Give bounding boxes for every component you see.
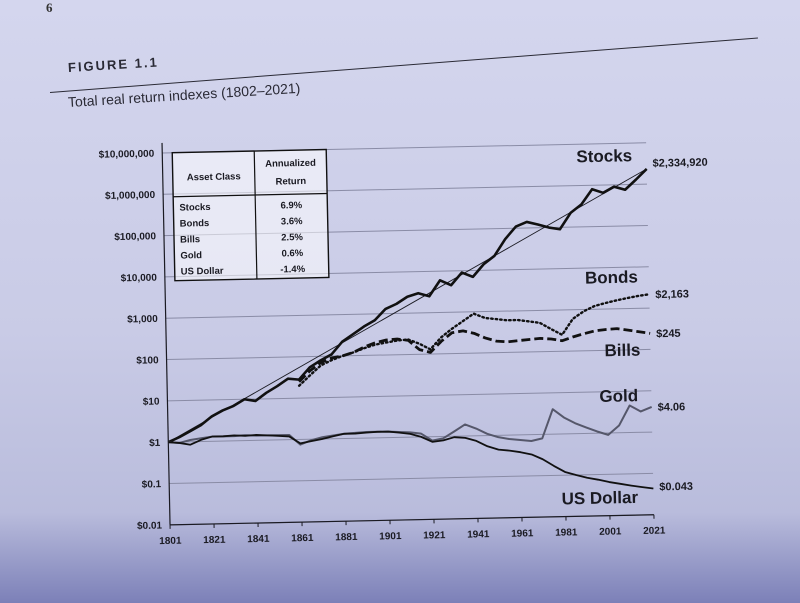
- table-cell-asset: Gold: [180, 250, 202, 261]
- x-axis: [170, 514, 654, 526]
- x-tick-label: 2001: [599, 526, 622, 537]
- x-tick-label: 1881: [335, 532, 358, 543]
- returns-table: Asset Class Annualized Return Stocks 6.9% Bon…: [171, 148, 330, 282]
- table-cell-asset: US Dollar: [181, 266, 224, 278]
- y-tick-label: $0.1: [142, 479, 162, 490]
- series-name-label: Stocks: [576, 146, 632, 166]
- x-tick-label: 1941: [467, 529, 490, 540]
- y-tick-label: $10: [143, 397, 160, 408]
- stocks-trend-line: [168, 168, 647, 443]
- gridline-4: [166, 348, 651, 361]
- y-tick-label: $1,000: [127, 314, 158, 326]
- gridline-5: [165, 307, 650, 319]
- table-header-return: Return: [275, 176, 306, 188]
- series-name-label: Bills: [604, 341, 640, 361]
- series-lines: [167, 167, 654, 490]
- series-end-value: $2,334,920: [652, 157, 707, 170]
- x-tick-label: 1961: [511, 528, 534, 539]
- x-tick-label: 1801: [159, 536, 182, 547]
- table-cell-asset: Stocks: [179, 202, 210, 214]
- series-line-gold: [168, 404, 653, 446]
- table-cell-asset: Bonds: [180, 218, 210, 230]
- x-tick-label: 1841: [247, 534, 270, 545]
- x-tick-label: 2021: [643, 525, 666, 536]
- page-number: 6: [46, 0, 53, 15]
- stocks-trend-line: [168, 168, 647, 443]
- y-axis: [161, 142, 171, 525]
- table-cell-return: 6.9%: [280, 200, 302, 211]
- x-tick-label: 1901: [379, 531, 402, 542]
- gridline-3: [167, 390, 652, 402]
- y-tick-label: $1,000,000: [105, 190, 156, 202]
- axes: [161, 142, 655, 529]
- series-name-label: Gold: [599, 386, 638, 406]
- series-end-value: $2,163: [655, 288, 689, 301]
- x-tick-label: 1861: [291, 533, 314, 544]
- table-cell-return: 0.6%: [281, 248, 303, 259]
- table-cell-return: -1.4%: [280, 264, 306, 276]
- series-end-value: $0.043: [659, 481, 693, 494]
- series-end-value: $245: [656, 328, 681, 341]
- table-cell-return: 3.6%: [281, 216, 303, 227]
- series-name-label: Bonds: [585, 267, 638, 287]
- table-cell-return: 2.5%: [281, 232, 303, 243]
- table-cell-asset: Bills: [180, 234, 200, 245]
- x-tick-labels: 1801 1821 1841 1861 1881 1901 1921 1941 1961 1981…: [159, 525, 666, 547]
- y-tick-label: $10,000,000: [99, 149, 155, 161]
- series-line-bills: [298, 327, 651, 383]
- x-tick-label: 1921: [423, 530, 446, 541]
- series-line-us-dollar: [168, 430, 654, 490]
- y-tick-label: $10,000: [121, 273, 158, 285]
- series-line-bonds: [297, 293, 651, 387]
- y-tick-label: $100,000: [114, 231, 156, 243]
- y-tick-label: $1: [149, 438, 161, 449]
- y-tick-labels: $0.01 $0.1 $1 $10 $100 $1,000 $10,000 $100,000 $…: [99, 149, 163, 533]
- x-tick-label: 1981: [555, 527, 578, 538]
- series-line-stocks: [167, 167, 648, 444]
- y-tick-label: $100: [136, 355, 159, 366]
- gridline-1: [169, 472, 654, 485]
- table-header-return: Annualized: [265, 158, 316, 170]
- series-name-label: US Dollar: [561, 488, 638, 509]
- table-frame: [171, 148, 330, 282]
- series-labels: Stocks $2,334,920 Bonds $2,163 Bills $245 Gold…: [561, 146, 707, 509]
- series-end-value: $4.06: [658, 401, 686, 414]
- gridline-2: [168, 431, 653, 443]
- x-tick-label: 1821: [203, 535, 226, 546]
- table-header-asset: Asset Class: [187, 171, 241, 183]
- y-tick-label: $0.01: [137, 521, 163, 533]
